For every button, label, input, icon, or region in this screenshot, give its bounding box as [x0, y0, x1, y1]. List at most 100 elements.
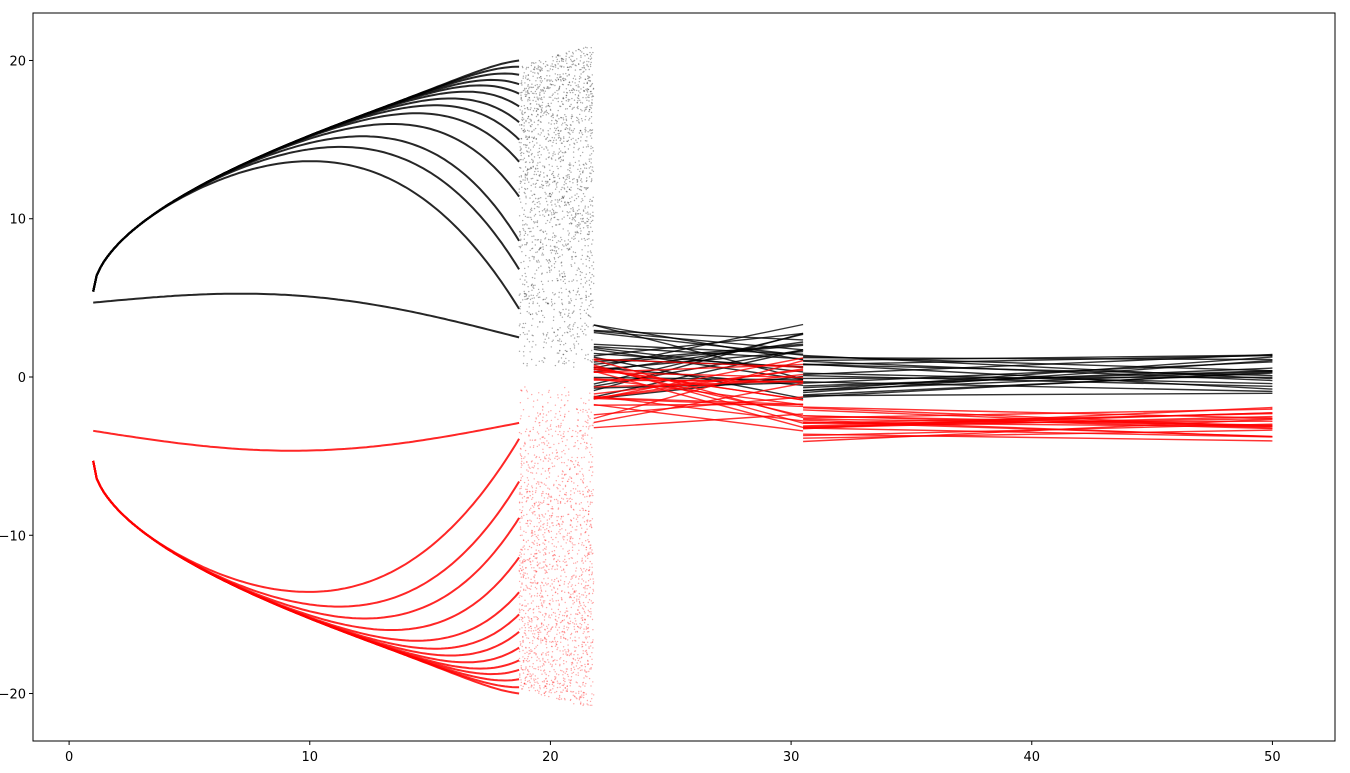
- band-regime-2: [593, 357, 804, 432]
- scatter-point: [585, 693, 587, 695]
- scatter-point: [576, 553, 579, 555]
- scatter-point: [525, 567, 527, 569]
- scatter-point: [546, 651, 548, 653]
- scatter-point: [526, 365, 528, 367]
- scatter-point: [571, 691, 573, 693]
- scatter-point: [573, 89, 576, 91]
- scatter-point: [569, 316, 571, 319]
- scatter-point: [531, 86, 533, 89]
- scatter-point: [590, 172, 592, 175]
- scatter-point: [560, 142, 563, 144]
- scatter-point: [533, 652, 535, 654]
- scatter-point: [528, 630, 530, 632]
- scatter-point: [526, 242, 528, 244]
- scatter-point: [547, 204, 549, 206]
- scatter-point: [590, 667, 592, 669]
- scatter-point: [572, 508, 575, 511]
- scatter-point: [560, 159, 563, 161]
- scatter-point: [532, 542, 535, 544]
- scatter-point: [545, 640, 547, 643]
- scatter-point: [570, 460, 572, 462]
- scatter-point: [549, 68, 551, 70]
- scatter-point: [528, 92, 530, 95]
- scatter-point: [542, 492, 544, 494]
- scatter-point: [548, 193, 551, 195]
- scatter-point: [538, 175, 541, 177]
- scatter-point: [589, 525, 591, 527]
- scatter-point: [558, 248, 560, 250]
- scatter-point: [564, 78, 566, 80]
- scatter-point: [573, 517, 575, 519]
- scatter-point: [574, 78, 577, 80]
- scatter-point: [588, 110, 590, 113]
- scatter-point: [523, 290, 525, 293]
- scatter-point: [575, 298, 577, 301]
- scatter-point: [557, 167, 559, 170]
- scatter-point: [580, 178, 583, 180]
- scatter-point: [560, 641, 562, 643]
- scatter-point: [521, 669, 524, 671]
- scatter-point: [552, 555, 554, 557]
- band-line: [593, 330, 804, 351]
- scatter-point: [565, 100, 567, 102]
- scatter-point: [572, 55, 574, 57]
- scatter-point: [567, 621, 569, 624]
- scatter-point: [524, 548, 526, 550]
- scatter-point: [520, 105, 523, 108]
- scatter-point: [548, 614, 550, 616]
- scatter-point: [558, 340, 560, 342]
- scatter-point: [563, 363, 566, 365]
- scatter-point: [534, 647, 536, 650]
- scatter-point: [545, 138, 547, 140]
- scatter-point: [576, 58, 578, 60]
- scatter-point: [520, 477, 522, 479]
- scatter-point: [564, 181, 566, 183]
- scatter-point: [584, 162, 587, 164]
- scatter-point: [546, 180, 548, 183]
- scatter-point: [525, 87, 527, 90]
- scatter-point: [525, 119, 527, 122]
- scatter-point: [588, 96, 590, 99]
- scatter-point: [549, 630, 551, 632]
- scatter-point: [558, 118, 560, 120]
- scatter-point: [552, 84, 554, 86]
- scatter-point: [561, 302, 563, 304]
- scatter-point: [572, 251, 575, 253]
- scatter-point: [582, 509, 584, 512]
- scatter-point: [524, 676, 527, 679]
- scatter-point: [520, 586, 522, 588]
- scatter-point: [561, 60, 563, 62]
- scatter-point: [579, 308, 581, 311]
- scatter-point: [544, 691, 546, 694]
- scatter-point: [590, 520, 592, 522]
- scatter-point: [549, 239, 551, 241]
- scatter-point: [520, 562, 522, 564]
- scatter-point: [530, 582, 533, 584]
- scatter-point: [563, 404, 566, 407]
- scatter-point: [559, 566, 562, 568]
- scatter-point: [538, 97, 540, 99]
- scatter-point: [521, 124, 523, 126]
- scatter-point: [519, 644, 522, 646]
- scatter-point: [562, 520, 564, 523]
- scatter-point: [563, 474, 566, 476]
- scatter-point: [524, 441, 526, 444]
- scatter-point: [578, 575, 581, 578]
- scatter-point: [592, 578, 594, 580]
- scatter-point: [535, 138, 537, 140]
- scatter-point: [574, 234, 577, 236]
- scatter-point: [591, 641, 594, 643]
- scatter-point: [528, 587, 530, 590]
- scatter-point: [569, 144, 571, 146]
- scatter-point: [544, 600, 546, 602]
- scatter-point: [563, 619, 565, 621]
- scatter-point: [556, 199, 559, 201]
- scatter-point: [521, 460, 523, 462]
- scatter-point: [579, 50, 582, 52]
- scatter-point: [583, 478, 585, 480]
- scatter-point: [588, 553, 591, 555]
- scatter-point: [556, 680, 559, 682]
- scatter-point: [545, 414, 548, 416]
- scatter-point: [559, 658, 561, 660]
- scatter-point: [546, 75, 548, 77]
